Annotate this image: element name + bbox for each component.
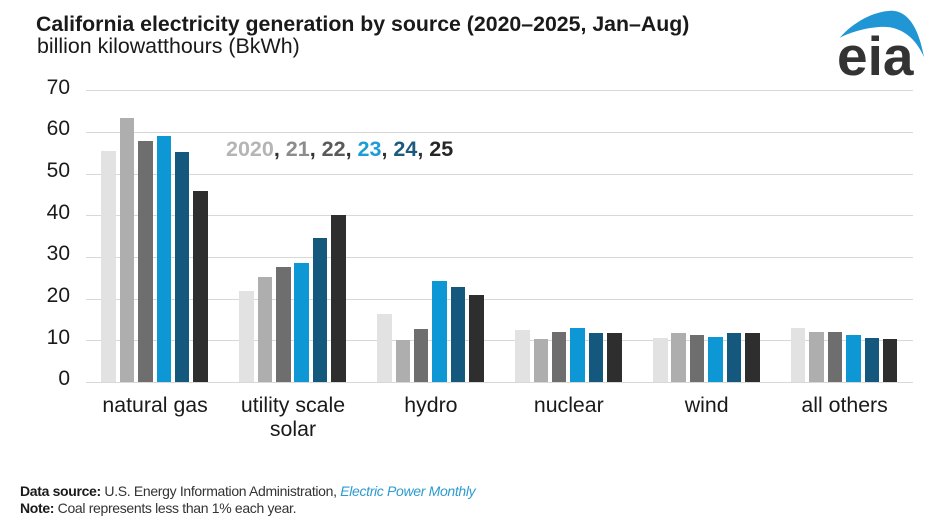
- svg-text:eia: eia: [837, 25, 914, 78]
